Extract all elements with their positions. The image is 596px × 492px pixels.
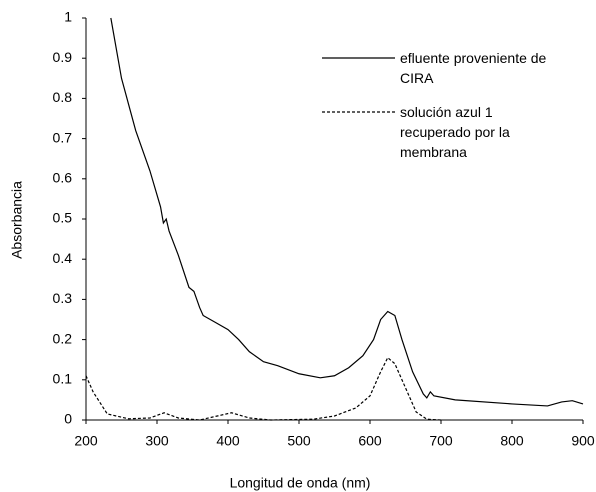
y-axis-label: Absorbancia — [9, 181, 25, 259]
x-axis-label: Longitud de onda (nm) — [230, 475, 371, 491]
series-line — [110, 17, 584, 407]
series-line — [85, 356, 442, 421]
x-tick-label: 800 — [500, 433, 524, 449]
x-tick-label: 900 — [571, 433, 595, 449]
legend-label: solución azul 1 recuperado por la membra… — [400, 104, 510, 160]
y-tick-label: 0.9 — [53, 49, 73, 65]
legend-label: efluente proveniente de CIRA — [400, 50, 547, 86]
x-tick-label: 300 — [145, 433, 169, 449]
x-tick-label: 700 — [429, 433, 453, 449]
y-tick-label: 0.1 — [53, 371, 73, 387]
x-tick-label: 500 — [287, 433, 311, 449]
x-tick-label: 400 — [216, 433, 240, 449]
x-tick-label: 200 — [74, 433, 98, 449]
y-tick-label: 0.2 — [53, 330, 73, 346]
y-tick-label: 0.4 — [53, 250, 73, 266]
y-tick-label: 0.5 — [53, 210, 73, 226]
y-tick-label: 0.8 — [53, 89, 73, 105]
y-tick-label: 0 — [64, 411, 72, 427]
y-tick-label: 0.7 — [53, 129, 73, 145]
x-tick-label: 600 — [358, 433, 382, 449]
y-tick-label: 1 — [64, 9, 72, 25]
y-tick-label: 0.3 — [53, 290, 73, 306]
y-tick-label: 0.6 — [53, 170, 73, 186]
